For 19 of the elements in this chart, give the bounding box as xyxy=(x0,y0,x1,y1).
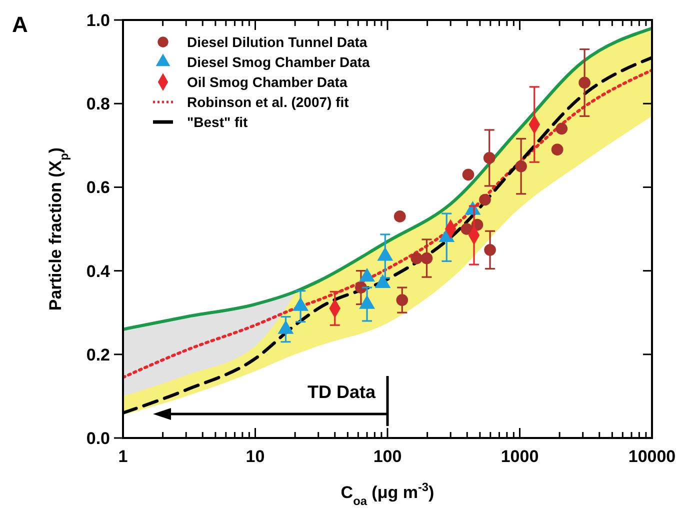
y-tick-label: 0.4 xyxy=(86,262,111,281)
x-tick-label: 1 xyxy=(118,447,128,466)
legend-label: Diesel Smog Chamber Data xyxy=(187,54,370,70)
x-tick-label: 10 xyxy=(246,447,265,466)
y-tick-label: 1.0 xyxy=(86,11,110,30)
legend-label: Diesel Dilution Tunnel Data xyxy=(187,34,368,50)
legend-label: Robinson et al. (2007) fit xyxy=(187,94,350,110)
legend-label: "Best" fit xyxy=(187,114,248,130)
legend-label: Oil Smog Chamber Data xyxy=(187,74,348,90)
annotation: TD Data xyxy=(307,382,376,402)
y-tick-label: 0.0 xyxy=(86,429,110,448)
x-axis-title: C$_{oa}$ (μg m$^{-3}$) xyxy=(340,480,434,508)
y-tick-label: 0.6 xyxy=(86,178,110,198)
text: A xyxy=(12,12,28,37)
x-tick-label: 10000 xyxy=(628,447,676,466)
x-tick-label: 1000 xyxy=(500,447,539,466)
x-tick-label: 100 xyxy=(373,447,402,466)
y-tick-label: 0.8 xyxy=(86,94,110,114)
y-tick-label: 0.2 xyxy=(86,345,110,364)
